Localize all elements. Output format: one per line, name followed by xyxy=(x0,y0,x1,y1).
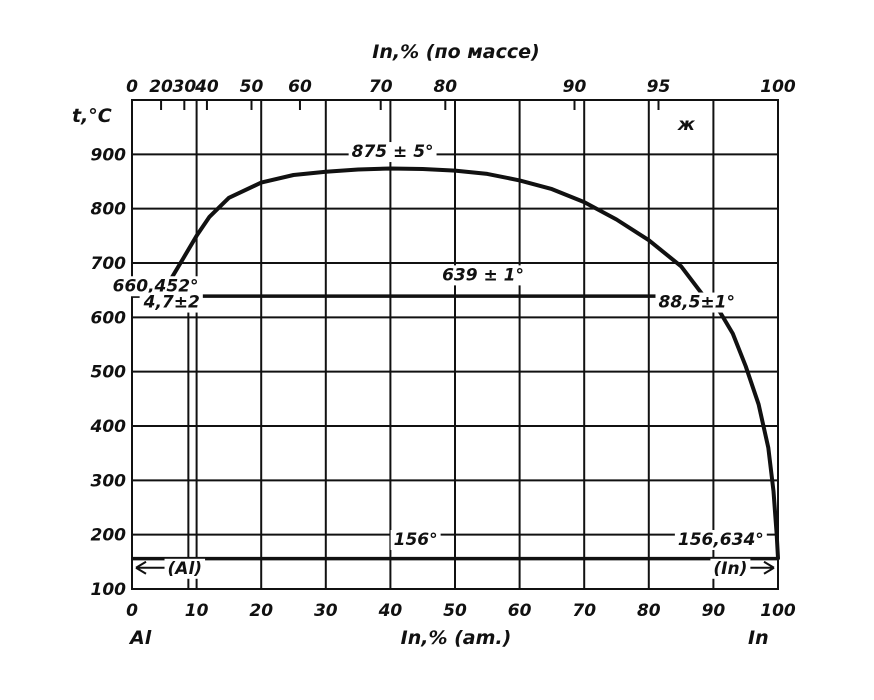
x-tick-label: 80 xyxy=(637,601,661,621)
x-axis-right-end-label: In xyxy=(748,627,769,649)
x-tick-label: 50 xyxy=(443,601,467,621)
annotation-bg xyxy=(109,276,202,297)
annotation-bg xyxy=(139,292,203,313)
y-tick-label: 700 xyxy=(91,254,127,274)
arrow-left-icon xyxy=(135,560,168,575)
annotation-label: (In) xyxy=(713,559,747,579)
x-tick-label: 40 xyxy=(378,601,403,621)
y-tick-label: 400 xyxy=(90,417,127,437)
annotation-label: 156,634° xyxy=(678,530,764,550)
x-tick-label: 20 xyxy=(249,601,273,621)
annotation-bg xyxy=(655,292,739,313)
annotation-bg xyxy=(439,265,527,286)
y-tick-label: 500 xyxy=(91,363,127,383)
annotation-label: 875 ± 5° xyxy=(352,142,434,162)
y-tick-label: 100 xyxy=(91,580,127,600)
top-tick-label: 30 xyxy=(172,77,196,97)
annotation-bg xyxy=(674,529,767,550)
x-tick-label: 70 xyxy=(572,601,596,621)
x-tick-label: 90 xyxy=(702,601,726,621)
y-axis-label: t,°C xyxy=(72,105,112,127)
annotation-label: 660,452° xyxy=(113,276,199,296)
x-tick-label: 30 xyxy=(314,601,338,621)
top-tick-label: 80 xyxy=(433,77,457,97)
top-tick-label: 100 xyxy=(760,77,796,97)
x-tick-label: 100 xyxy=(760,601,796,621)
annotation-label: 4,7±2 xyxy=(143,293,200,313)
annotation-bg xyxy=(390,529,441,550)
annotation-label: 88,5±1° xyxy=(658,293,735,313)
annotation-label: ж xyxy=(677,115,696,135)
top-tick-label: 95 xyxy=(647,77,671,97)
x-tick-label: 60 xyxy=(508,601,532,621)
top-tick-label: 60 xyxy=(288,77,312,97)
top-tick-label: 50 xyxy=(240,77,264,97)
annotation-label: 639 ± 1° xyxy=(442,265,524,285)
y-tick-label: 300 xyxy=(91,471,127,491)
annotation-label: (Al) xyxy=(168,559,203,579)
annotation-label: 156° xyxy=(394,530,438,550)
y-tick-label: 600 xyxy=(91,308,127,328)
top-tick-label: 40 xyxy=(194,77,219,97)
annotation-bg xyxy=(348,142,437,163)
x-axis-left-end-label: Al xyxy=(128,627,152,649)
phase-boundary-curve xyxy=(160,166,706,299)
y-tick-label: 800 xyxy=(91,200,127,220)
top-tick-label: 90 xyxy=(563,77,587,97)
y-tick-label: 900 xyxy=(91,145,127,165)
x-axis-label: In,% (am.) xyxy=(401,627,512,649)
phase-boundary-curve xyxy=(701,294,780,561)
x-tick-label: 10 xyxy=(185,601,209,621)
grid xyxy=(131,99,779,590)
y-tick-label: 200 xyxy=(91,526,127,546)
annotation-bg xyxy=(673,114,699,135)
top-tick-label: 70 xyxy=(369,77,393,97)
top-tick-label: 20 xyxy=(149,77,173,97)
phase-lines xyxy=(130,166,780,575)
top-tick-label: 0 xyxy=(126,77,138,97)
top-axis-label: In,% (по массе) xyxy=(372,41,539,63)
x-tick-label: 0 xyxy=(126,601,138,621)
annotation-bg xyxy=(710,558,751,579)
annotation-bg xyxy=(164,558,206,579)
